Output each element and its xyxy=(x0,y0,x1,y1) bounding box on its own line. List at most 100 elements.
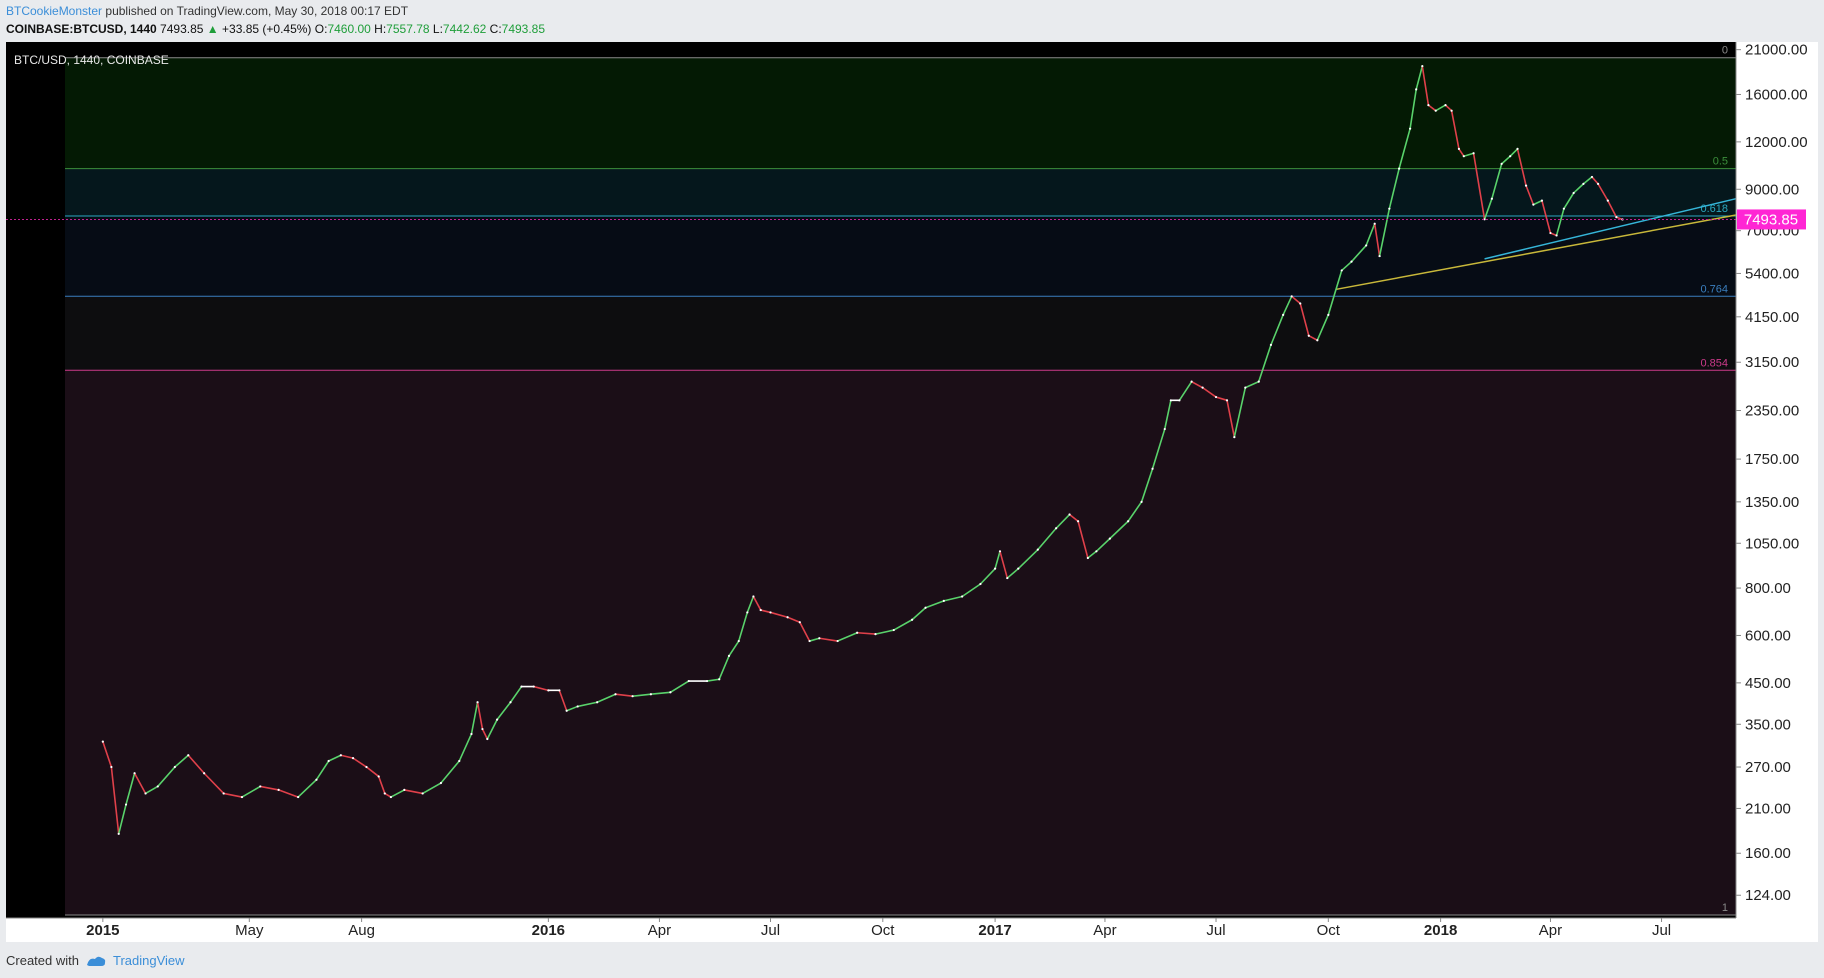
x-tick-label: 2017 xyxy=(978,922,1011,939)
price-point xyxy=(961,595,964,598)
price-bar xyxy=(1350,244,1367,263)
price-point xyxy=(1365,244,1368,247)
price-bar xyxy=(390,789,406,798)
price-point xyxy=(259,785,262,788)
price-bar xyxy=(496,701,512,721)
price-bar xyxy=(458,733,473,762)
y-tick-label: 9000.00 xyxy=(1745,181,1799,198)
y-tick-label: 800.00 xyxy=(1745,580,1791,597)
price-bar xyxy=(1483,197,1493,221)
price-bar xyxy=(874,629,895,635)
price-point xyxy=(187,754,190,757)
price-bar xyxy=(1516,148,1527,187)
price-point xyxy=(1596,182,1600,185)
price-point xyxy=(481,727,484,731)
price-bar xyxy=(1373,222,1381,257)
price-bar xyxy=(799,621,811,642)
y-tick-label: 1050.00 xyxy=(1745,535,1799,552)
price-bar xyxy=(1178,380,1193,402)
price-bar xyxy=(1509,148,1519,158)
y-tick-label: 1750.00 xyxy=(1745,451,1799,468)
price-point xyxy=(993,567,997,570)
price-point xyxy=(520,685,523,688)
price-point xyxy=(1190,380,1193,383)
open-value: 7460.00 xyxy=(327,22,371,36)
price-point xyxy=(327,759,330,763)
price-point xyxy=(297,795,300,799)
footer: Created with TradingView xyxy=(6,953,185,968)
price-point xyxy=(1562,207,1565,210)
fib-levels: 0 0.5 0.618 0.764 0.854 1 xyxy=(65,45,1736,916)
x-tick-label: Apr xyxy=(1093,922,1116,939)
price-bar xyxy=(440,760,461,784)
price-bar xyxy=(808,637,821,642)
fib-zone-0 xyxy=(65,57,1736,169)
y-tick-label: 1350.00 xyxy=(1745,494,1799,511)
publish-info: published on TradingView.com, May 30, 20… xyxy=(105,4,409,18)
price-point xyxy=(1214,395,1218,399)
price-bar xyxy=(1500,155,1511,165)
price-bar xyxy=(1409,88,1418,130)
price-bar xyxy=(979,567,996,585)
author-link[interactable]: BTCookieMonster xyxy=(6,4,103,18)
x-tick-label: Jul xyxy=(761,922,780,939)
price-point xyxy=(910,618,914,621)
x-tick-label: May xyxy=(235,922,264,939)
price-bar xyxy=(1541,199,1552,234)
price-point xyxy=(509,701,512,704)
price-point xyxy=(1606,199,1609,202)
price-point xyxy=(277,788,280,792)
price-bar xyxy=(759,609,772,614)
price-bar xyxy=(728,640,740,657)
price-bar xyxy=(481,728,489,740)
price-point xyxy=(495,718,499,721)
price-point xyxy=(1373,222,1376,225)
current-price-label: 7493.85 xyxy=(1744,211,1798,228)
current-price-tag xyxy=(1737,209,1806,230)
price-bar xyxy=(117,803,127,835)
high-label: H: xyxy=(374,22,387,36)
price-bar xyxy=(315,760,330,781)
y-tick-label: 16000.00 xyxy=(1745,86,1808,103)
price-point xyxy=(101,740,104,743)
x-tick-label: Apr xyxy=(648,922,671,939)
price-bar xyxy=(110,766,120,835)
price-bar xyxy=(576,701,598,708)
price-bar xyxy=(752,595,762,611)
price-bar xyxy=(1201,386,1217,398)
price-point xyxy=(1450,109,1453,112)
price-point xyxy=(1415,88,1418,91)
created-with: Created with xyxy=(6,953,79,968)
x-tick-label: 2018 xyxy=(1424,922,1457,939)
y-tick-label: 12000.00 xyxy=(1745,134,1808,151)
price-bar xyxy=(911,606,927,621)
chart-title: BTC/USD, 1440, COINBASE xyxy=(14,53,169,67)
price-point xyxy=(818,637,821,640)
price-bar xyxy=(352,757,368,768)
x-tick-label: Aug xyxy=(348,922,375,939)
trendlines[interactable] xyxy=(1335,197,1737,291)
price-bar xyxy=(222,792,243,798)
price-bar xyxy=(1388,167,1400,210)
price-point xyxy=(1555,234,1558,237)
price-point xyxy=(1055,527,1058,530)
price-bar xyxy=(1307,334,1319,342)
price-axis[interactable] xyxy=(1736,42,1818,942)
price-point xyxy=(1225,399,1229,402)
price-bar xyxy=(1299,302,1310,337)
price-bar xyxy=(421,782,442,795)
price-point xyxy=(1307,334,1310,337)
price-point xyxy=(1615,216,1618,219)
price-point xyxy=(1350,260,1353,263)
time-axis[interactable] xyxy=(6,918,1736,942)
price-point xyxy=(240,795,244,799)
price-bar xyxy=(856,631,877,635)
y-tick-label: 350.00 xyxy=(1745,716,1791,733)
price-point xyxy=(1590,175,1594,179)
price-bar xyxy=(365,766,380,778)
tradingview-link[interactable]: TradingView xyxy=(112,953,185,968)
price-point xyxy=(1378,254,1381,258)
price-point xyxy=(892,628,895,632)
price-bar xyxy=(1532,199,1543,206)
